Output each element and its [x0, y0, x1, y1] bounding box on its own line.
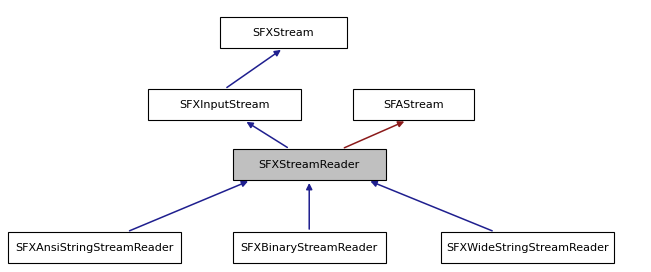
FancyBboxPatch shape: [353, 89, 474, 120]
Text: SFXStream: SFXStream: [253, 28, 314, 38]
Text: SFXInputStream: SFXInputStream: [179, 100, 270, 110]
FancyBboxPatch shape: [233, 149, 385, 180]
FancyBboxPatch shape: [148, 89, 301, 120]
FancyBboxPatch shape: [220, 17, 346, 48]
Text: SFXWideStringStreamReader: SFXWideStringStreamReader: [446, 243, 609, 252]
Text: SFXStreamReader: SFXStreamReader: [258, 160, 360, 169]
Text: SFXBinaryStreamReader: SFXBinaryStreamReader: [241, 243, 378, 252]
Text: SFAStream: SFAStream: [383, 100, 444, 110]
FancyBboxPatch shape: [8, 232, 180, 263]
FancyBboxPatch shape: [441, 232, 613, 263]
FancyBboxPatch shape: [233, 232, 385, 263]
Text: SFXAnsiStringStreamReader: SFXAnsiStringStreamReader: [15, 243, 174, 252]
